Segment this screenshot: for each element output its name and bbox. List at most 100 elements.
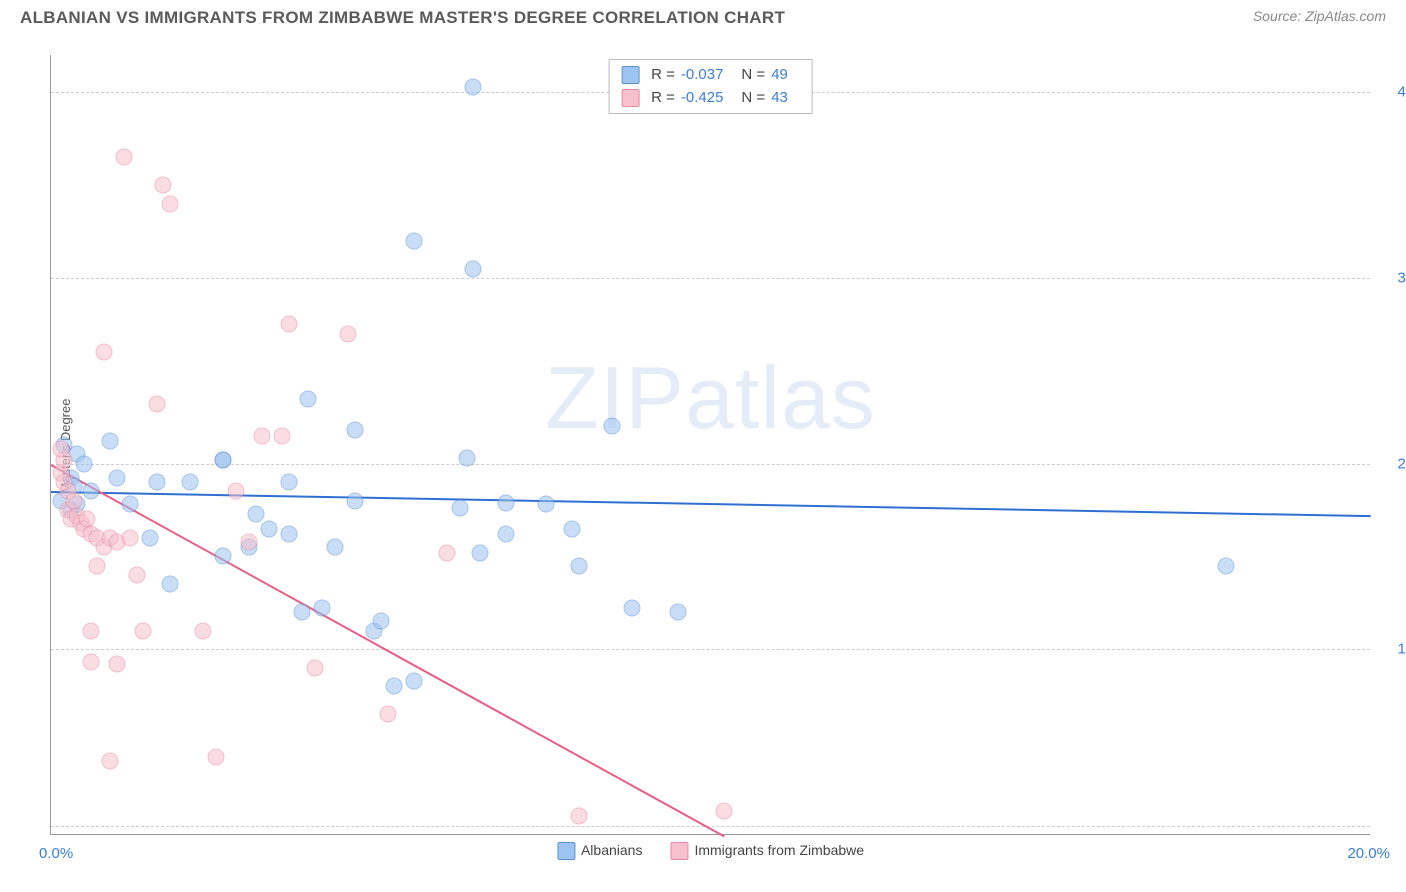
data-point-albanians	[300, 390, 317, 407]
legend-swatch	[557, 842, 575, 860]
legend-label: Albanians	[581, 842, 643, 858]
data-point-zimbabwe	[194, 622, 211, 639]
n-value: 49	[771, 64, 788, 87]
data-point-zimbabwe	[307, 659, 324, 676]
data-point-albanians	[373, 613, 390, 630]
data-point-albanians	[498, 526, 515, 543]
stats-row-albanians: R = -0.037 N = 49	[621, 64, 800, 87]
chart-title: ALBANIAN VS IMMIGRANTS FROM ZIMBABWE MAS…	[20, 8, 785, 28]
n-value: 43	[771, 87, 788, 110]
data-point-albanians	[406, 232, 423, 249]
source-prefix: Source:	[1253, 8, 1305, 24]
legend-swatch	[621, 66, 639, 84]
data-point-albanians	[564, 520, 581, 537]
data-point-albanians	[122, 496, 139, 513]
y-tick-label: 40.0%	[1380, 84, 1406, 101]
data-point-zimbabwe	[227, 483, 244, 500]
data-point-albanians	[214, 548, 231, 565]
data-point-albanians	[465, 260, 482, 277]
data-point-zimbabwe	[716, 802, 733, 819]
legend-swatch	[621, 89, 639, 107]
data-point-zimbabwe	[155, 177, 172, 194]
source-name: ZipAtlas.com	[1305, 8, 1386, 24]
data-point-albanians	[260, 520, 277, 537]
data-point-zimbabwe	[102, 752, 119, 769]
data-point-zimbabwe	[340, 325, 357, 342]
watermark: ZIPatlas	[545, 347, 876, 449]
data-point-albanians	[1217, 557, 1234, 574]
data-point-albanians	[604, 418, 621, 435]
data-point-albanians	[346, 422, 363, 439]
stats-legend: R = -0.037 N = 49 R = -0.425 N = 43	[608, 59, 813, 114]
data-point-albanians	[161, 576, 178, 593]
source-label: Source: ZipAtlas.com	[1253, 8, 1386, 24]
data-point-albanians	[571, 557, 588, 574]
x-tick-label: 0.0%	[39, 845, 73, 862]
data-point-zimbabwe	[148, 396, 165, 413]
r-value: -0.425	[681, 87, 724, 110]
gridline	[51, 278, 1370, 279]
data-point-albanians	[538, 496, 555, 513]
r-label: R =	[651, 64, 675, 87]
chart-plot-area: ZIPatlas 10.0%20.0%30.0%40.0%0.0%20.0%R …	[50, 55, 1370, 835]
data-point-albanians	[142, 529, 159, 546]
data-point-zimbabwe	[122, 529, 139, 546]
data-point-zimbabwe	[571, 808, 588, 825]
r-label: R =	[651, 87, 675, 110]
data-point-zimbabwe	[254, 427, 271, 444]
data-point-zimbabwe	[52, 440, 69, 457]
data-point-albanians	[181, 474, 198, 491]
data-point-zimbabwe	[89, 557, 106, 574]
data-point-albanians	[102, 433, 119, 450]
data-point-albanians	[82, 483, 99, 500]
gridline	[51, 826, 1370, 827]
data-point-albanians	[76, 455, 93, 472]
x-tick-label: 20.0%	[1347, 845, 1390, 862]
data-point-albanians	[280, 474, 297, 491]
data-point-albanians	[498, 494, 515, 511]
data-point-albanians	[293, 604, 310, 621]
series-legend: Albanians Immigrants from Zimbabwe	[557, 842, 864, 860]
legend-item-albanians: Albanians	[557, 842, 643, 860]
gridline	[51, 464, 1370, 465]
data-point-zimbabwe	[115, 149, 132, 166]
data-point-zimbabwe	[95, 344, 112, 361]
y-tick-label: 10.0%	[1380, 641, 1406, 658]
data-point-zimbabwe	[379, 706, 396, 723]
data-point-albanians	[247, 505, 264, 522]
data-point-albanians	[472, 544, 489, 561]
data-point-albanians	[148, 474, 165, 491]
data-point-albanians	[280, 526, 297, 543]
data-point-albanians	[670, 604, 687, 621]
data-point-albanians	[109, 470, 126, 487]
data-point-albanians	[452, 500, 469, 517]
data-point-albanians	[458, 450, 475, 467]
y-tick-label: 20.0%	[1380, 455, 1406, 472]
y-tick-label: 30.0%	[1380, 269, 1406, 286]
legend-item-zimbabwe: Immigrants from Zimbabwe	[670, 842, 864, 860]
trend-line-zimbabwe	[50, 464, 724, 837]
data-point-zimbabwe	[208, 749, 225, 766]
legend-label: Immigrants from Zimbabwe	[694, 842, 864, 858]
n-label: N =	[741, 64, 765, 87]
data-point-zimbabwe	[128, 567, 145, 584]
data-point-albanians	[406, 672, 423, 689]
data-point-albanians	[465, 78, 482, 95]
data-point-albanians	[346, 492, 363, 509]
data-point-zimbabwe	[280, 316, 297, 333]
data-point-zimbabwe	[439, 544, 456, 561]
r-value: -0.037	[681, 64, 724, 87]
data-point-albanians	[214, 451, 231, 468]
data-point-albanians	[386, 678, 403, 695]
gridline	[51, 649, 1370, 650]
data-point-zimbabwe	[241, 533, 258, 550]
data-point-zimbabwe	[109, 656, 126, 673]
data-point-albanians	[623, 600, 640, 617]
n-label: N =	[741, 87, 765, 110]
data-point-zimbabwe	[82, 622, 99, 639]
data-point-zimbabwe	[135, 622, 152, 639]
data-point-zimbabwe	[274, 427, 291, 444]
data-point-albanians	[313, 600, 330, 617]
data-point-zimbabwe	[161, 195, 178, 212]
legend-swatch	[670, 842, 688, 860]
